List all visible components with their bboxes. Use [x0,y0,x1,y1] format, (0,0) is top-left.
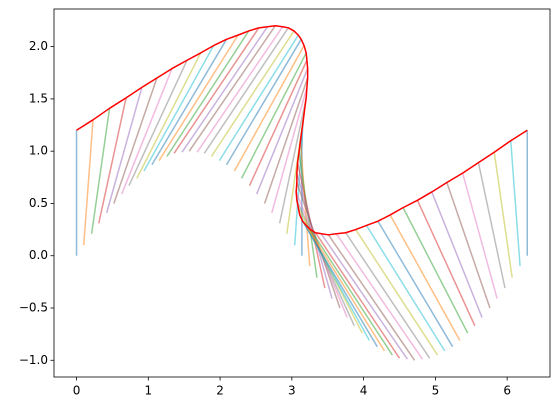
x-tick-label: 3 [288,384,296,398]
segment [461,172,498,299]
segment [113,77,158,204]
segment [320,233,409,360]
segment [314,232,401,359]
segment [90,108,111,234]
segment [233,45,305,172]
segment [218,34,299,161]
segment [402,207,469,334]
segment [203,27,289,154]
segment [225,38,302,166]
x-tick-label: 6 [503,384,511,398]
y-tick-label: −0.5 [19,301,48,315]
x-tick-label: 1 [144,384,152,398]
segment [493,152,513,278]
segment [271,87,308,214]
segment [248,59,308,186]
segment [128,59,188,186]
segment [509,140,521,267]
segment [181,26,269,153]
segment [389,214,461,341]
segment [301,220,378,348]
segment [263,77,309,204]
segment [416,200,476,327]
segment [188,25,276,152]
segment [305,225,386,352]
y-tick-label: 2.0 [29,39,48,53]
y-tick-label: 0.0 [29,248,48,262]
x-tick-label: 5 [432,384,440,398]
segment [309,229,393,356]
segment [105,87,143,214]
segment [98,97,127,224]
segment [166,30,250,157]
segment [121,68,173,195]
segment [477,162,506,289]
segment [278,97,307,224]
segment [143,45,215,172]
segment [431,191,483,318]
segment [196,26,284,153]
segment [255,68,309,195]
segment [446,182,491,309]
segment [240,52,307,179]
x-tick-label: 4 [360,384,368,398]
y-tick-label: 1.0 [29,144,48,158]
x-tick-label: 0 [73,384,81,398]
segment [377,220,454,348]
segment [335,233,424,360]
x-tick-label: 2 [216,384,224,398]
segment [82,119,94,246]
segment [365,225,446,352]
segment [136,52,202,179]
axes-frame [53,8,551,378]
segment [173,27,260,154]
segment [151,38,228,166]
y-tick-label: 1.5 [29,91,48,105]
segment [327,234,416,361]
segment [355,229,439,356]
curve [76,24,528,236]
segment [210,30,295,157]
segment [345,232,431,359]
y-tick-label: −1.0 [19,353,48,367]
segment [158,34,239,161]
y-tick-label: 0.5 [29,196,48,210]
